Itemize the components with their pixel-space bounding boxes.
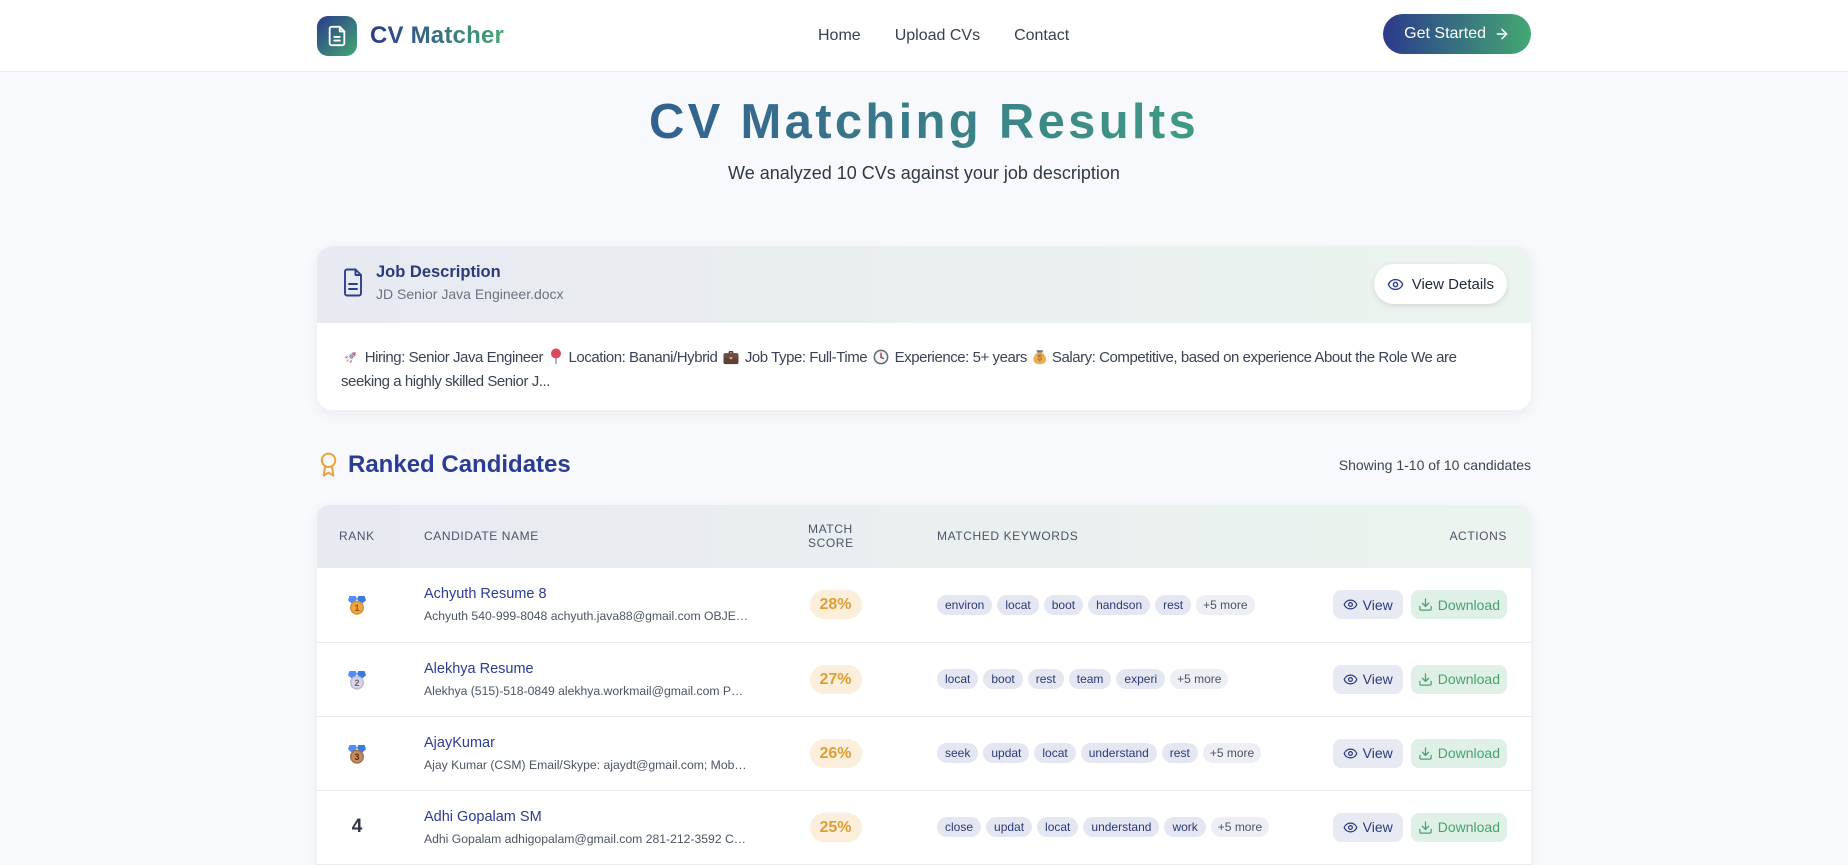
svg-text:3: 3 [354, 752, 359, 762]
svg-text:1: 1 [354, 603, 359, 613]
svg-text:2: 2 [354, 678, 359, 688]
